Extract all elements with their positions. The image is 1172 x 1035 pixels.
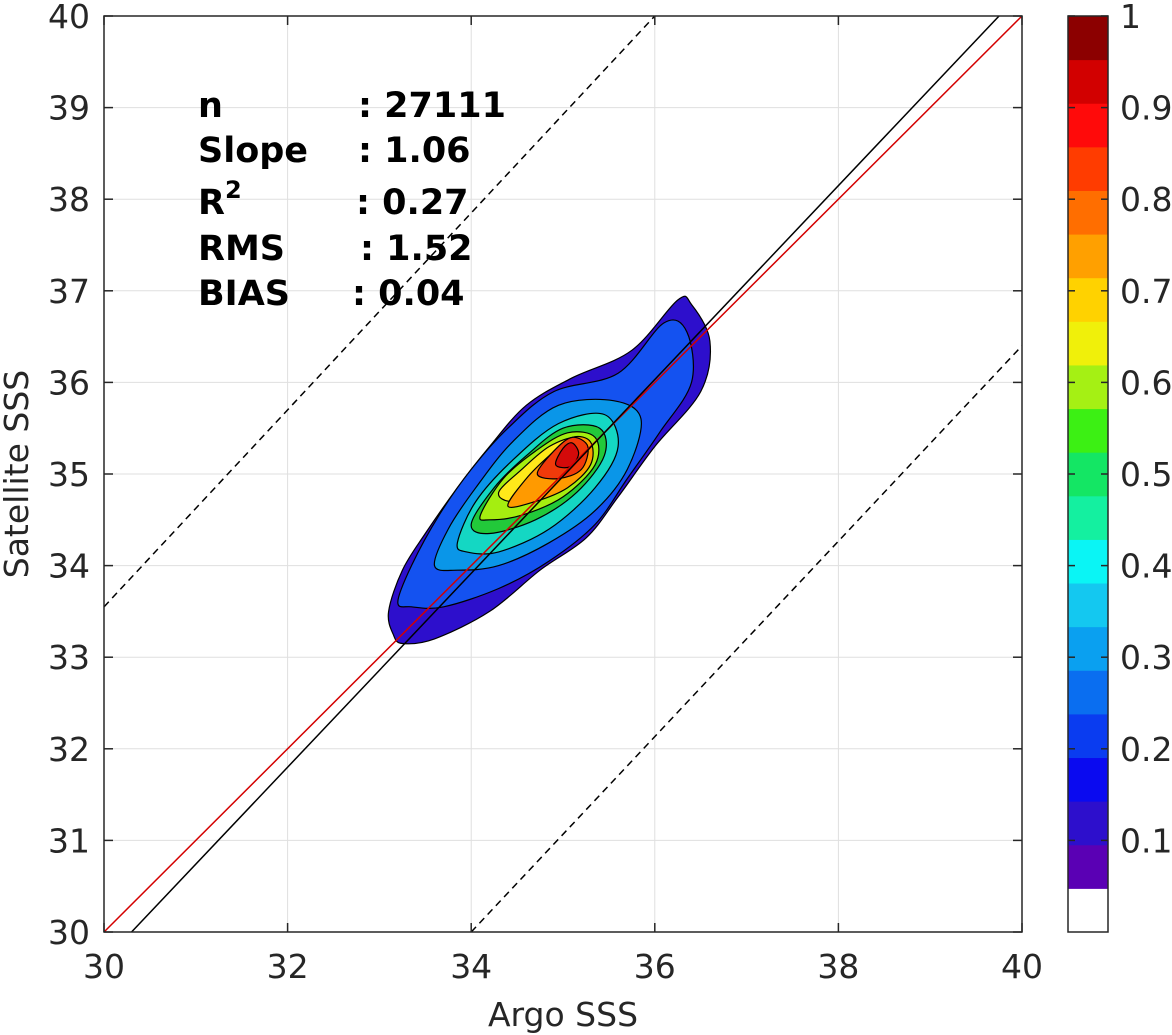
colorbar-tick-label: 0.8 [1120, 180, 1172, 219]
colorbar-segment [1068, 583, 1108, 628]
colorbar-segment [1068, 146, 1108, 191]
stat-label: n [198, 86, 223, 126]
colorbar-segment [1068, 888, 1108, 933]
colorbar-segment [1068, 713, 1108, 759]
stat-label: R2 [198, 176, 242, 223]
colorbar: 0.1 0.2 0.3 0.4 0.5 0.6 0.7 0.8 0.9 1 [1067, 0, 1172, 933]
colorbar-segment [1068, 844, 1108, 889]
one-to-one-line [104, 16, 1022, 932]
stats-annotation: n : 27111 Slope : 1.06 R2 : 0.27 RMS : 1.52 BIAS… [198, 86, 506, 314]
plot-frame [103, 15, 1023, 933]
upper-bound-line [104, 16, 656, 608]
colorbar-segment [1068, 190, 1108, 235]
stat-label: BIAS [198, 274, 290, 314]
y-tick-label: 31 [48, 821, 90, 860]
colorbar-segment [1068, 801, 1108, 846]
y-tick-label: 38 [48, 180, 90, 219]
y-tick-label: 40 [48, 0, 90, 36]
y-tick-label: 30 [48, 913, 90, 952]
colorbar-tick-label: 0.3 [1120, 638, 1172, 677]
regression-line [130, 16, 1000, 932]
y-axis-label: Satellite SSS [0, 370, 36, 579]
stat-label: RMS [198, 229, 285, 269]
x-tick-label: 30 [83, 947, 125, 986]
colorbar-segment [1068, 539, 1108, 584]
colorbar-tick-label: 0.1 [1120, 821, 1172, 860]
colorbar-tick-label: 0.2 [1120, 730, 1172, 769]
reference-lines [104, 16, 1022, 932]
colorbar-tick-label: 0.5 [1120, 455, 1172, 494]
lower-bound-line [470, 345, 1022, 932]
colorbar-segment [1068, 670, 1108, 715]
colorbar-segment [1068, 277, 1108, 322]
stat-value: : 27111 [358, 86, 506, 126]
colorbar-tick-label: 0.4 [1120, 547, 1172, 586]
colorbar-segment [1068, 234, 1108, 279]
colorbar-segment [1068, 103, 1108, 148]
x-tick-label: 34 [450, 947, 492, 986]
y-tick-label: 35 [48, 455, 90, 494]
x-tick-label: 38 [817, 947, 859, 986]
x-axis-ticks: 30 32 34 36 38 40 [83, 947, 1043, 986]
colorbar-segment [1068, 757, 1108, 802]
colorbar-tick-label: 0.6 [1120, 363, 1172, 402]
colorbar-segment [1068, 59, 1108, 104]
stat-value: : 0.04 [352, 274, 465, 314]
stat-value: : 1.52 [360, 229, 473, 269]
y-axis-ticks: 30 31 32 33 34 35 36 37 38 39 40 [48, 0, 90, 952]
x-tick-label: 36 [634, 947, 676, 986]
x-tick-label: 40 [1001, 947, 1043, 986]
y-tick-label: 37 [48, 272, 90, 311]
x-axis-label: Argo SSS [488, 995, 638, 1034]
stat-label-superscript: 2 [225, 176, 242, 204]
colorbar-tick-label: 0.9 [1120, 89, 1172, 128]
colorbar-tick-label: 1 [1120, 0, 1141, 36]
density-contours [387, 295, 711, 645]
stat-value: : 0.27 [356, 183, 469, 223]
y-tick-label: 34 [48, 547, 90, 586]
colorbar-segment [1068, 321, 1108, 366]
colorbar-tick-label: 0.7 [1120, 272, 1172, 311]
y-tick-label: 32 [48, 730, 90, 769]
colorbar-segment [1068, 364, 1108, 410]
colorbar-segment [1068, 495, 1108, 540]
y-tick-label: 39 [48, 89, 90, 128]
x-tick-label: 32 [267, 947, 309, 986]
colorbar-segment [1068, 16, 1108, 61]
stat-label: Slope [198, 131, 308, 171]
y-tick-label: 33 [48, 638, 90, 677]
y-tick-label: 36 [48, 363, 90, 402]
stat-value: : 1.06 [358, 131, 471, 171]
colorbar-segment [1068, 408, 1108, 453]
colorbar-segment [1068, 626, 1108, 671]
